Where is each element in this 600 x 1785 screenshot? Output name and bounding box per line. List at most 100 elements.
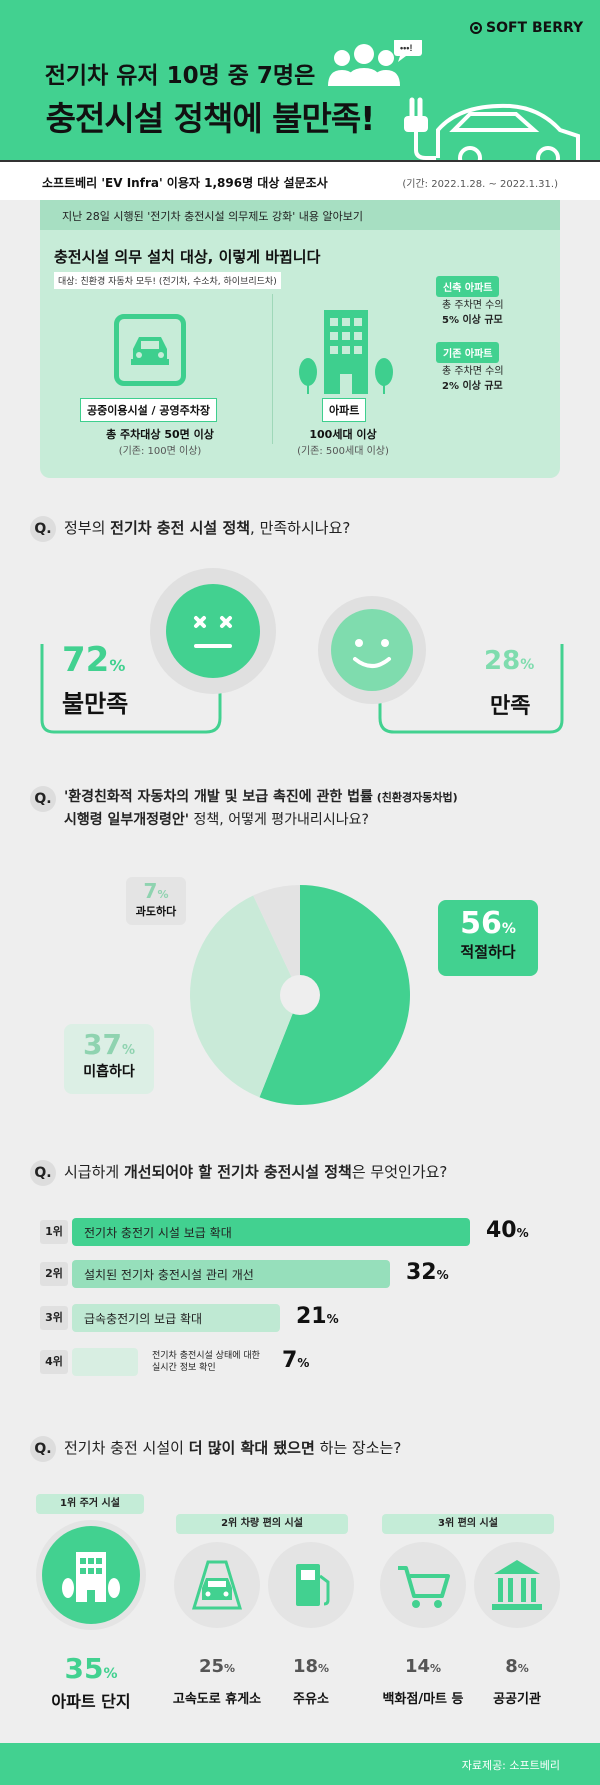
q-mark: Q. (30, 786, 56, 812)
place-5-percent: 8% (474, 1656, 560, 1677)
q-mark: Q. (30, 516, 56, 542)
rank-1-bar: 전기차 충전기 시설 보급 확대 (72, 1218, 470, 1246)
pie-chart (190, 885, 411, 1105)
pct-sign: % (121, 1043, 135, 1058)
info-box: 지난 28일 시행된 '전기차 충전시설 의무제도 강화' 내용 알아보기 충전… (40, 200, 560, 478)
adequate-value: 56 (460, 906, 502, 941)
place-1-label: 아파트 단지 (51, 1692, 131, 1711)
brand-name: SOFT BERRY (486, 20, 584, 36)
q4-bold: 더 많이 확대 됐으면 (188, 1439, 315, 1457)
users-car-plug-icon: •••! (328, 40, 580, 160)
place-header-2: 2위 차량 편의 시설 (176, 1514, 348, 1534)
place-1-percent: 35% (36, 1652, 146, 1685)
place-1-value: 35 (64, 1652, 104, 1685)
highway-icon (174, 1542, 260, 1628)
pie-hole (280, 975, 320, 1015)
q3-post: 은 무엇인가요? (351, 1163, 448, 1181)
rank-4-value: 7 (282, 1348, 298, 1373)
pie-slice-0 (259, 885, 411, 1105)
pct-sign: % (318, 1662, 330, 1675)
place-5-label: 공공기관 (493, 1692, 541, 1707)
rank-2-bar: 설치된 전기차 충전시설 관리 개선 (72, 1260, 390, 1288)
rank-1-value: 40 (486, 1218, 517, 1243)
pct-sign: % (430, 1662, 442, 1675)
info-title: 충전시설 의무 설치 대상, 이렇게 바뀝니다 (54, 248, 321, 266)
pct-sign: % (517, 1662, 529, 1675)
q3-pre: 시급하게 (64, 1163, 124, 1181)
rank-3: 3위 (40, 1306, 68, 1330)
q1-bold: 전기차 충전 시설 정책 (110, 519, 251, 537)
rank-4-percent: 7% (282, 1348, 309, 1373)
pct-sign: % (520, 657, 535, 673)
parking-icon (114, 314, 186, 386)
pct-sign: % (436, 1268, 449, 1282)
unsatisfied-face-icon (166, 584, 260, 678)
pct-sign: % (103, 1666, 118, 1682)
survey-period: (기간: 2022.1.28. ~ 2022.1.31.) (402, 179, 558, 190)
place-2-value: 25 (198, 1656, 225, 1677)
insufficient-value: 37 (83, 1028, 122, 1061)
info-header-text: 지난 28일 시행된 '전기차 충전시설 의무제도 강화' 내용 알아보기 (62, 210, 364, 223)
excessive-label: 과도하다 (135, 905, 177, 918)
footer: 자료제공: 소프트베리 (0, 1743, 600, 1785)
pct-sign: % (501, 921, 516, 937)
public-facility-caption: 총 주차대상 50면 이상 (106, 428, 214, 441)
logo-icon (470, 22, 482, 34)
info-header: 지난 28일 시행된 '전기차 충전시설 의무제도 강화' 내용 알아보기 (40, 200, 560, 230)
q1-post: , 만족하시나요? (250, 519, 351, 537)
pie-slice-1 (190, 895, 300, 1098)
pct-sign: % (109, 656, 126, 675)
label-excessive: 7% 과도하다 (126, 877, 186, 925)
pct-sign: % (516, 1226, 529, 1240)
survey-description: 소프트베리 'EV Infra' 이용자 1,896명 대상 설문조사 (42, 176, 328, 190)
title-line-1: 전기차 유저 10명 중 7명은 (44, 63, 316, 89)
pct-sign: % (157, 888, 169, 901)
place-4-label: 백화점/마트 등 (382, 1692, 464, 1707)
q2-line2-bold: 시행령 일부개정령안' (64, 812, 190, 828)
rank-2: 2위 (40, 1262, 68, 1286)
q-mark: Q. (30, 1436, 56, 1462)
apartment-icon (299, 310, 393, 394)
rank-2-value: 32 (406, 1260, 437, 1285)
pct-sign: % (297, 1356, 310, 1370)
rank-4-label-1: 전기차 충전시설 상태에 대한 (152, 1351, 260, 1361)
divider (272, 294, 273, 444)
q4-pre: 전기차 충전 시설이 (64, 1439, 189, 1457)
old-apartment-text-1: 총 주차면 수의 (442, 366, 504, 377)
svg-text:•••!: •••! (400, 43, 412, 53)
new-apartment-tag: 신축 아파트 (436, 276, 500, 297)
rank-3-percent: 21% (296, 1304, 339, 1329)
pie-slice-2 (253, 885, 300, 995)
rank-1: 1위 (40, 1220, 68, 1244)
satisfied-percent: 28% (484, 646, 534, 676)
q2-line1: '환경친화적 자동차의 개발 및 보급 촉진에 관한 법률 (64, 789, 373, 805)
brand-logo: SOFT BERRY (470, 20, 583, 36)
place-4-value: 14 (404, 1656, 431, 1677)
insufficient-label: 미흡하다 (83, 1064, 135, 1080)
place-5-value: 8 (505, 1656, 518, 1677)
q4-post: 하는 장소는? (314, 1439, 402, 1457)
shopping-cart-icon (380, 1542, 466, 1628)
apartment-caption: 100세대 이상 (309, 428, 377, 441)
q1-pre: 정부의 (64, 519, 111, 537)
rank-3-bar: 급속충전기의 보급 확대 (72, 1304, 280, 1332)
place-3-value: 18 (292, 1656, 319, 1677)
rank-4-bar (72, 1348, 138, 1376)
place-header-1: 1위 주거 시설 (36, 1494, 144, 1514)
public-building-icon (474, 1542, 560, 1628)
q3-bold: 개선되어야 할 전기차 충전시설 정책 (123, 1163, 352, 1181)
title-line-2: 충전시설 정책에 불만족! (45, 99, 376, 138)
pct-sign: % (224, 1662, 236, 1675)
unsatisfied-percent: 72% (62, 640, 125, 680)
q-mark: Q. (30, 1160, 56, 1186)
label-insufficient: 37% 미흡하다 (64, 1024, 154, 1094)
place-3-label: 주유소 (293, 1692, 329, 1707)
footer-source: 자료제공: 소프트베리 (461, 1759, 560, 1772)
excessive-value: 7 (143, 879, 158, 903)
pct-sign: % (326, 1312, 339, 1326)
apartment-complex-icon (42, 1526, 140, 1624)
gas-station-icon (268, 1542, 354, 1628)
adequate-label: 적절하다 (460, 943, 516, 961)
new-apartment-text-1: 총 주차면 수의 (442, 300, 504, 311)
